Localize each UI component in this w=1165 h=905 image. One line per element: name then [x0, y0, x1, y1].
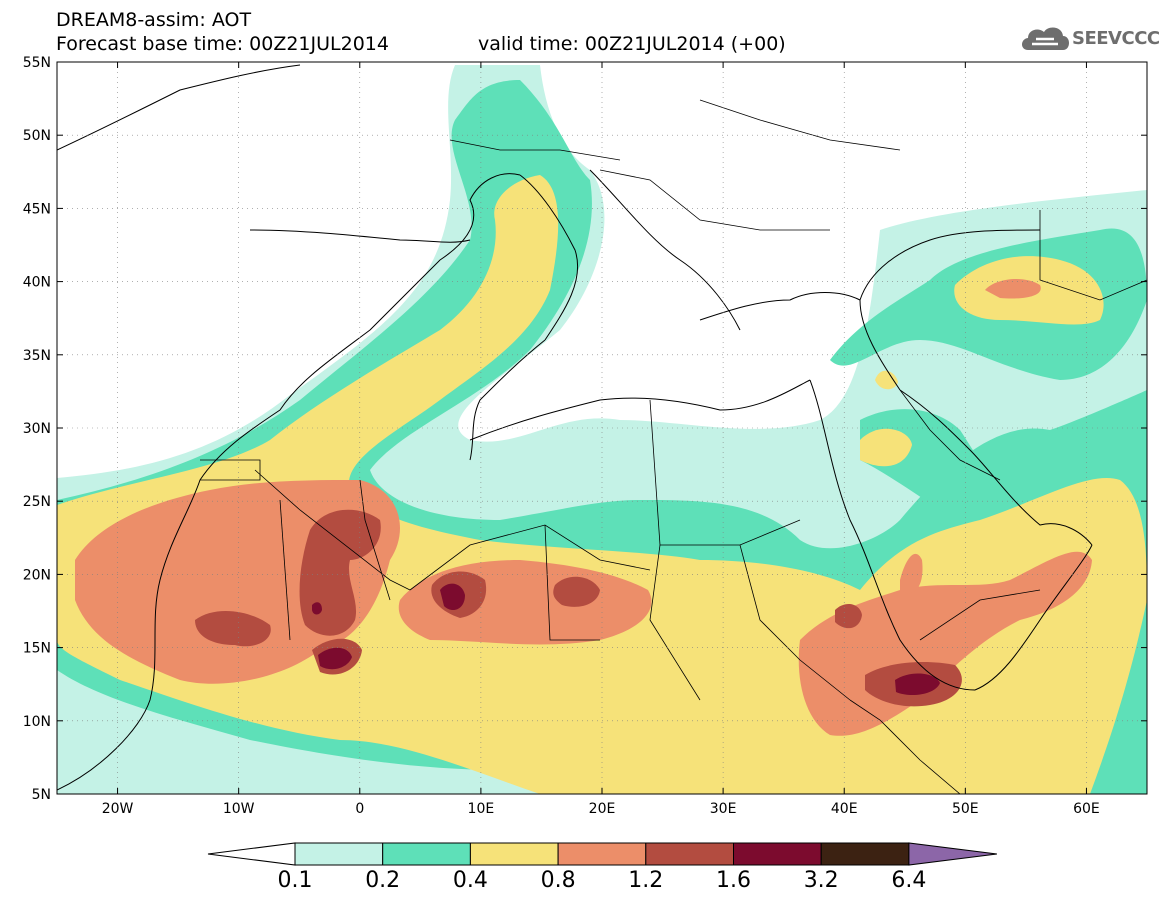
lon-label: 20W [102, 801, 134, 817]
colorbar-segment [469, 842, 559, 866]
colorbar-segment [733, 842, 822, 866]
forecast-base-time: Forecast base time: 00Z21JUL2014 [56, 33, 389, 55]
lat-label: 45N [23, 201, 51, 217]
colorbar-segment [820, 842, 910, 866]
lon-label: 30E [710, 801, 737, 817]
colorbar-label: 1.6 [716, 868, 751, 893]
colorbar-label: 0.8 [540, 868, 576, 893]
lon-label: 10W [223, 801, 255, 817]
graticule [57, 62, 1147, 794]
colorbar-label: 0.4 [452, 868, 488, 893]
colorbar-segment [382, 842, 471, 866]
aot-field [57, 62, 1147, 794]
lat-label: 25N [23, 494, 51, 510]
lon-label: 10E [468, 801, 495, 817]
colorbar-label: 1.2 [628, 868, 664, 893]
longitude-labels: 20W 10W 0 10E 20E 30E 40E 50E 60E [102, 801, 1100, 817]
lat-label: 5N [32, 787, 51, 803]
colorbar-low-arrow [207, 842, 296, 866]
colorbar-segment [557, 842, 647, 866]
latitude-labels: 55N 50N 45N 40N 35N 30N 25N 20N 15N 10N 5N [23, 55, 51, 803]
axis-ticks [57, 61, 1147, 795]
valid-time: valid time: 00Z21JUL2014 (+00) [478, 33, 786, 55]
colorbar-high-arrow [908, 842, 997, 866]
lat-label: 50N [23, 128, 51, 144]
lat-label: 35N [23, 348, 51, 364]
colorbar [207, 842, 997, 866]
colorbar-label: 0.1 [277, 868, 313, 893]
lat-label: 30N [23, 421, 51, 437]
lat-label: 40N [23, 275, 51, 291]
country-borders [200, 99, 1147, 794]
aot-band-1.6 [312, 583, 940, 695]
colorbar-label: 3.2 [803, 868, 839, 893]
lon-label: 40E [831, 801, 858, 817]
lon-label: 50E [952, 801, 979, 817]
colorbar-segment [645, 842, 734, 866]
lat-label: 15N [23, 641, 51, 657]
lat-label: 10N [23, 714, 51, 730]
lon-label: 20E [589, 801, 616, 817]
lat-label: 20N [23, 567, 51, 583]
colorbar-segment [294, 842, 384, 866]
logo-text: SEEVCCC [1072, 28, 1160, 49]
lon-label: 0 [355, 801, 364, 817]
colorbar-label: 0.2 [365, 868, 401, 893]
map-title: DREAM8-assim: AOT [56, 9, 252, 31]
lat-label: 55N [23, 55, 51, 71]
lon-label: 60E [1073, 801, 1100, 817]
coastlines [57, 64, 1093, 791]
cloud-icon [1022, 27, 1069, 50]
seevccc-logo: SEEVCCC [1018, 22, 1160, 56]
colorbar-label: 6.4 [891, 868, 927, 893]
